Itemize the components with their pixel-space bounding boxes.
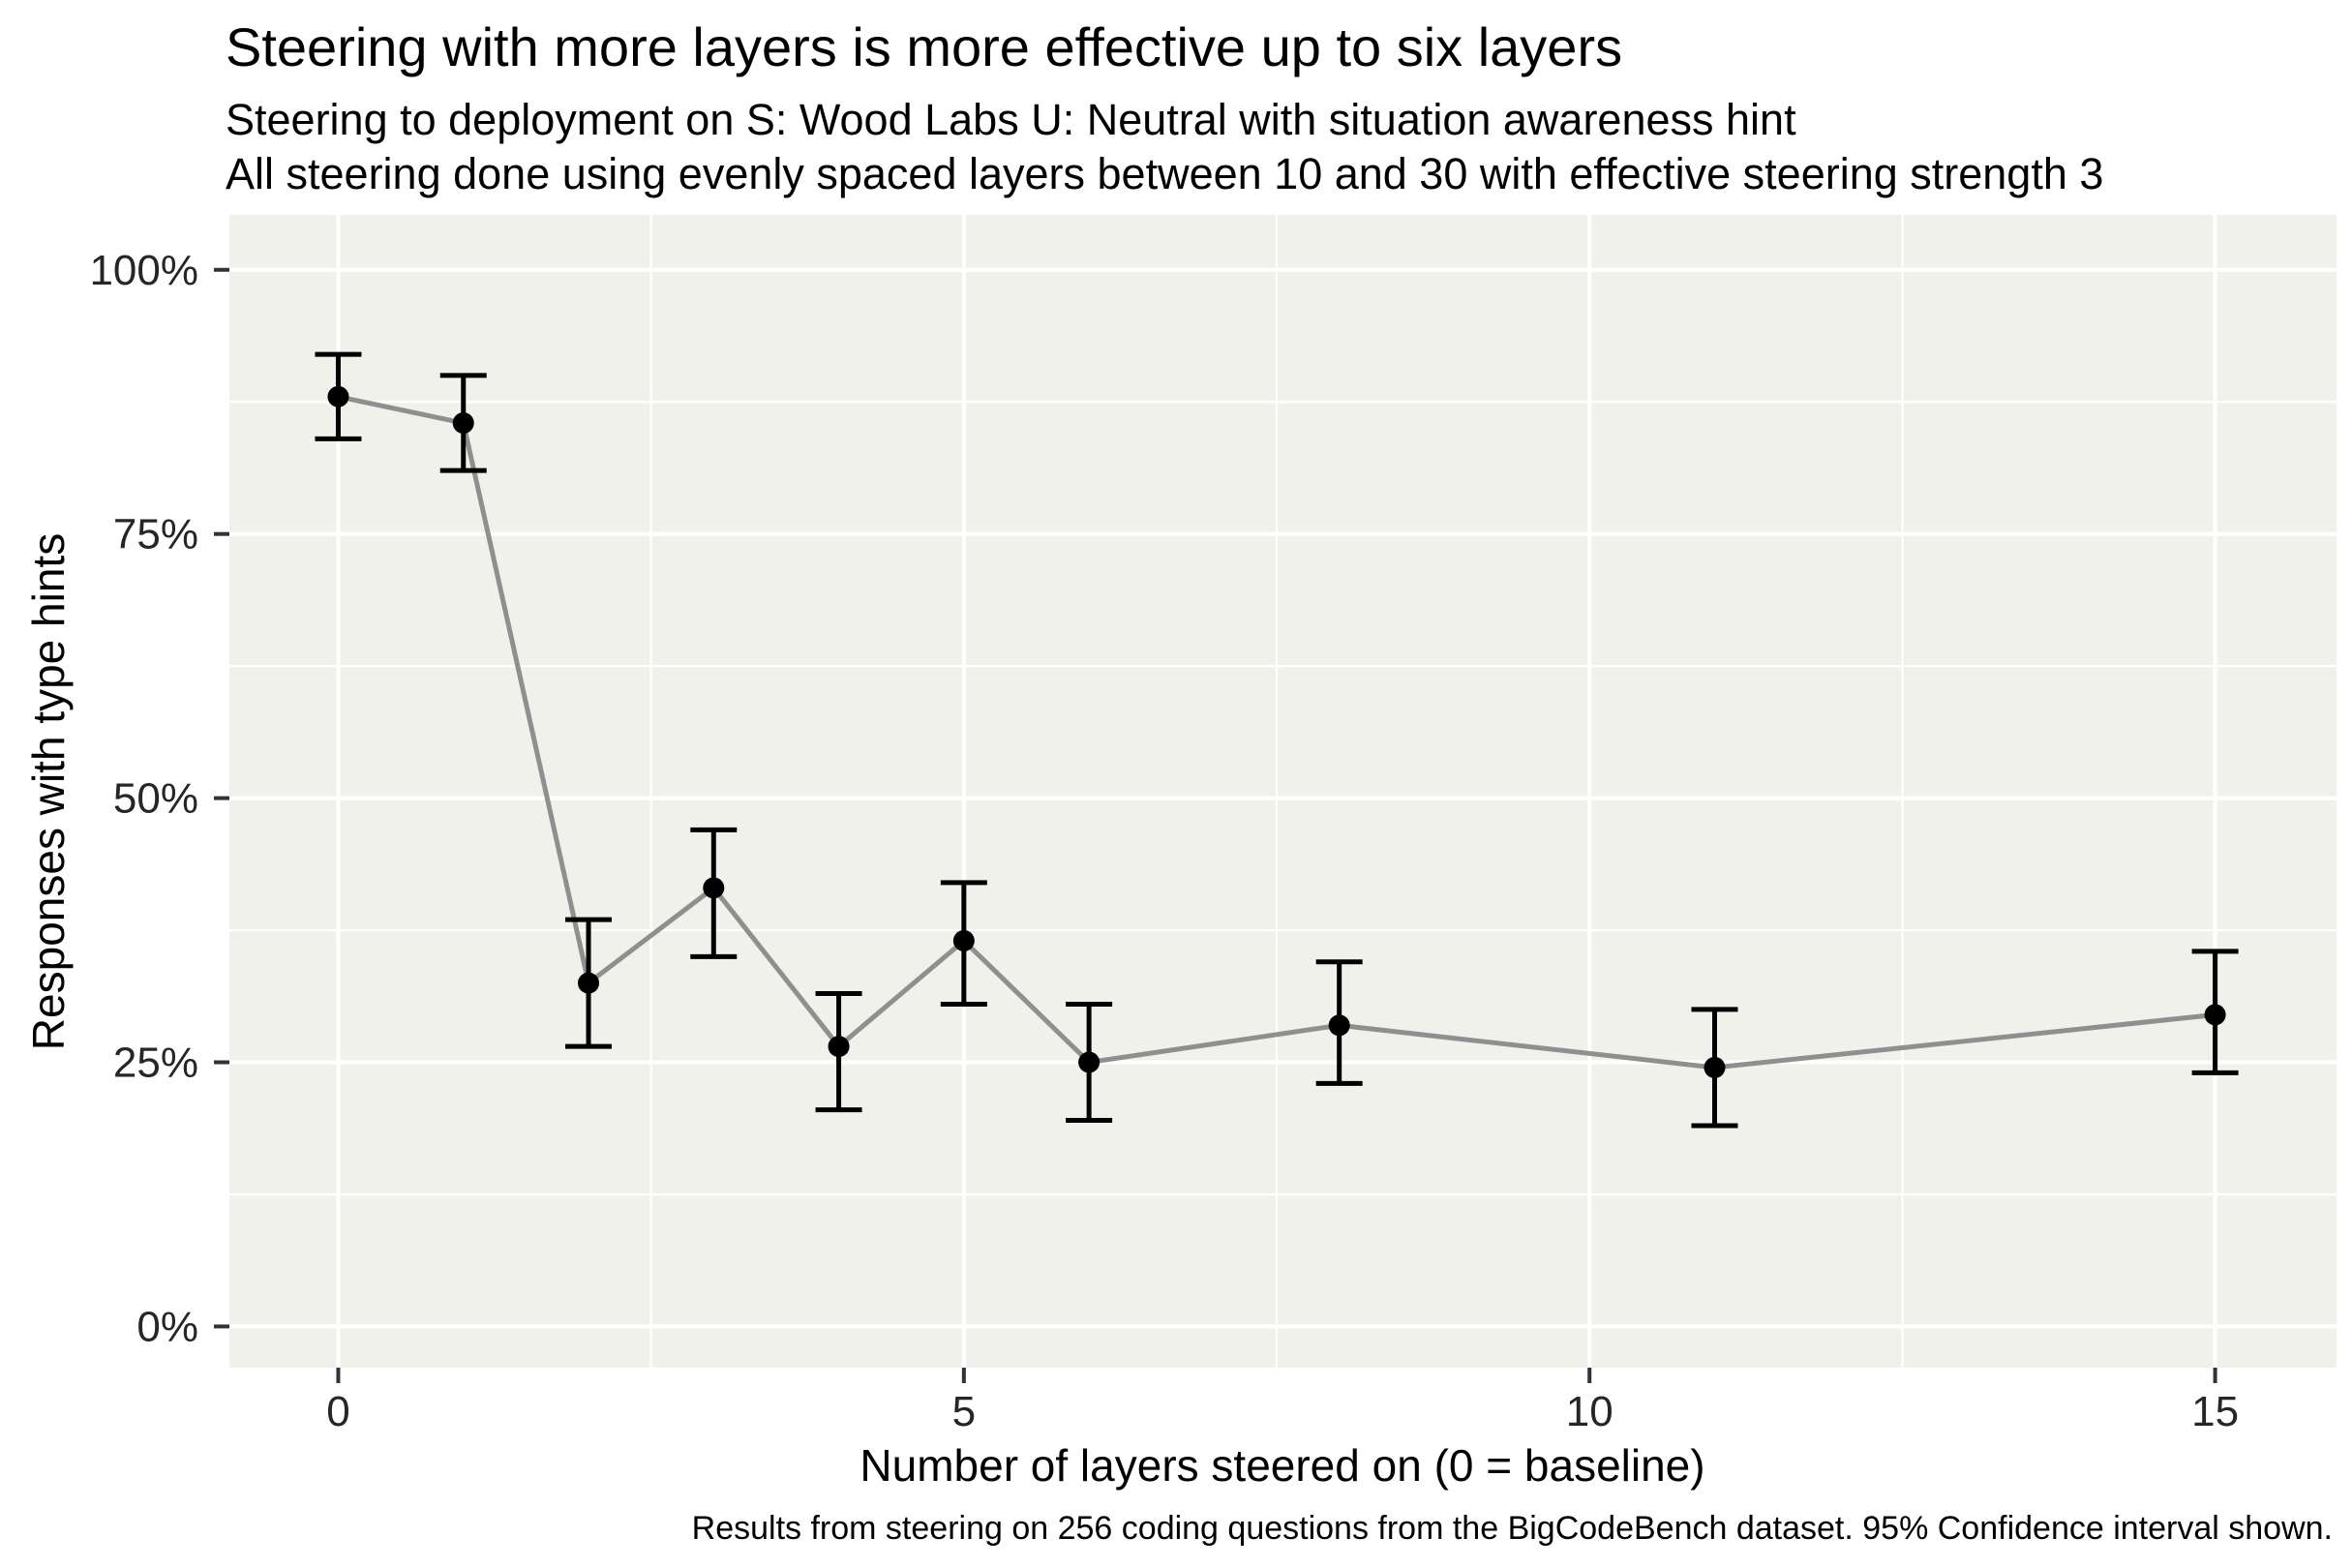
data-point [1078,1051,1101,1073]
x-axis-title: Number of layers steered on (0 = baselin… [859,1440,1704,1491]
data-point [1704,1056,1726,1078]
y-tick-label: 25% [113,1040,198,1087]
data-point [578,972,600,994]
data-point [952,929,975,951]
y-tick-label: 50% [113,775,198,823]
y-axis-title: Responses with type hints [23,533,74,1050]
chart-subtitle: Steering to deployment on S: Wood Labs U… [226,93,2103,201]
data-layer [315,351,2239,1129]
data-point [452,412,474,435]
y-tick-label: 75% [113,511,198,558]
x-tick-label: 0 [326,1388,349,1435]
data-point [1328,1014,1350,1037]
y-tick-label: 0% [136,1303,198,1350]
chart-subtitle-line2: All steering done using evenly spaced la… [226,149,2104,198]
plot-panel: 0 5 10 15 0% 25% 50% 75% 100% [89,215,2337,1435]
data-point [327,385,349,407]
series-line [337,394,2216,1070]
x-tick-label: 5 [952,1388,976,1435]
data-point [703,877,725,899]
panel-background [229,215,2337,1368]
x-tick-label: 15 [2191,1388,2239,1435]
chart-caption: Results from steering on 256 coding ques… [691,1510,2333,1547]
y-tick-label: 100% [89,247,198,294]
data-point [828,1036,850,1058]
data-point [2204,1004,2226,1026]
x-tick-label: 10 [1566,1388,1613,1435]
chart-title: Steering with more layers is more effect… [226,16,1623,77]
chart-subtitle-line1: Steering to deployment on S: Wood Labs U… [226,95,1796,144]
